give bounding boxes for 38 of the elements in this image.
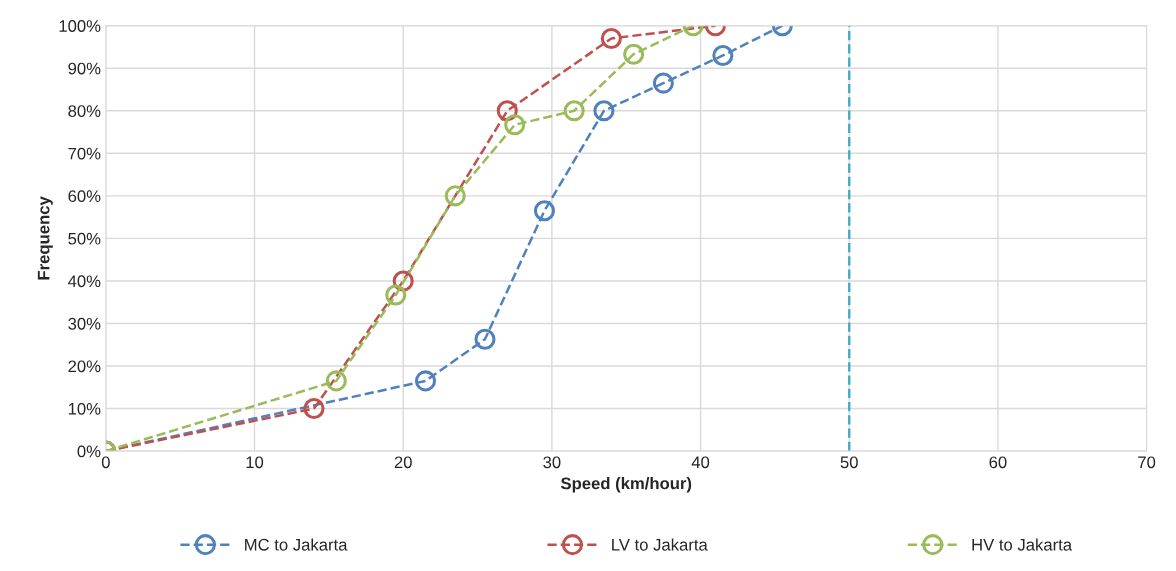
point	[414, 370, 437, 392]
y-tick-label: 80%	[68, 105, 101, 117]
x-tick-label: 0	[101, 456, 110, 469]
legend-label: HV to Jakarta	[972, 538, 1073, 551]
y-tick-label: 60%	[68, 190, 101, 203]
x-tick-label: 30	[543, 456, 561, 469]
point	[563, 100, 585, 122]
x-tick-label: 70	[1138, 456, 1156, 469]
point	[712, 44, 734, 67]
y-tick-label: 20%	[68, 360, 101, 373]
point	[385, 284, 407, 306]
point	[444, 185, 466, 207]
y-tick-label: 50%	[68, 232, 101, 245]
y-tick-label: 0%	[77, 445, 101, 458]
y-tick-label: 70%	[68, 147, 101, 160]
point	[600, 27, 622, 50]
point	[593, 100, 615, 122]
y-tick-label: 100%	[59, 20, 101, 32]
y-tick-label: 40%	[68, 275, 101, 288]
point	[303, 397, 325, 420]
point	[504, 114, 526, 136]
y-tick-label: 10%	[68, 402, 101, 415]
point	[325, 370, 347, 392]
x-tick-label: 10	[246, 456, 264, 469]
y-tick-label: 90%	[68, 62, 101, 75]
legend-label: MC to Jakarta	[245, 538, 348, 551]
point	[474, 328, 496, 350]
x-axis-title: Speed (km/hour)	[560, 477, 692, 493]
y-tick-label: 30%	[68, 317, 101, 330]
point	[533, 200, 555, 222]
point	[652, 72, 674, 94]
y-axis-title: Frequency	[37, 196, 53, 280]
x-tick-label: 50	[840, 456, 858, 469]
x-tick-label: 40	[691, 456, 710, 469]
x-tick-label: 20	[394, 456, 412, 469]
legend-label: LV to Jakarta	[612, 538, 708, 551]
x-tick-label: 60	[989, 456, 1007, 469]
point	[623, 43, 645, 65]
